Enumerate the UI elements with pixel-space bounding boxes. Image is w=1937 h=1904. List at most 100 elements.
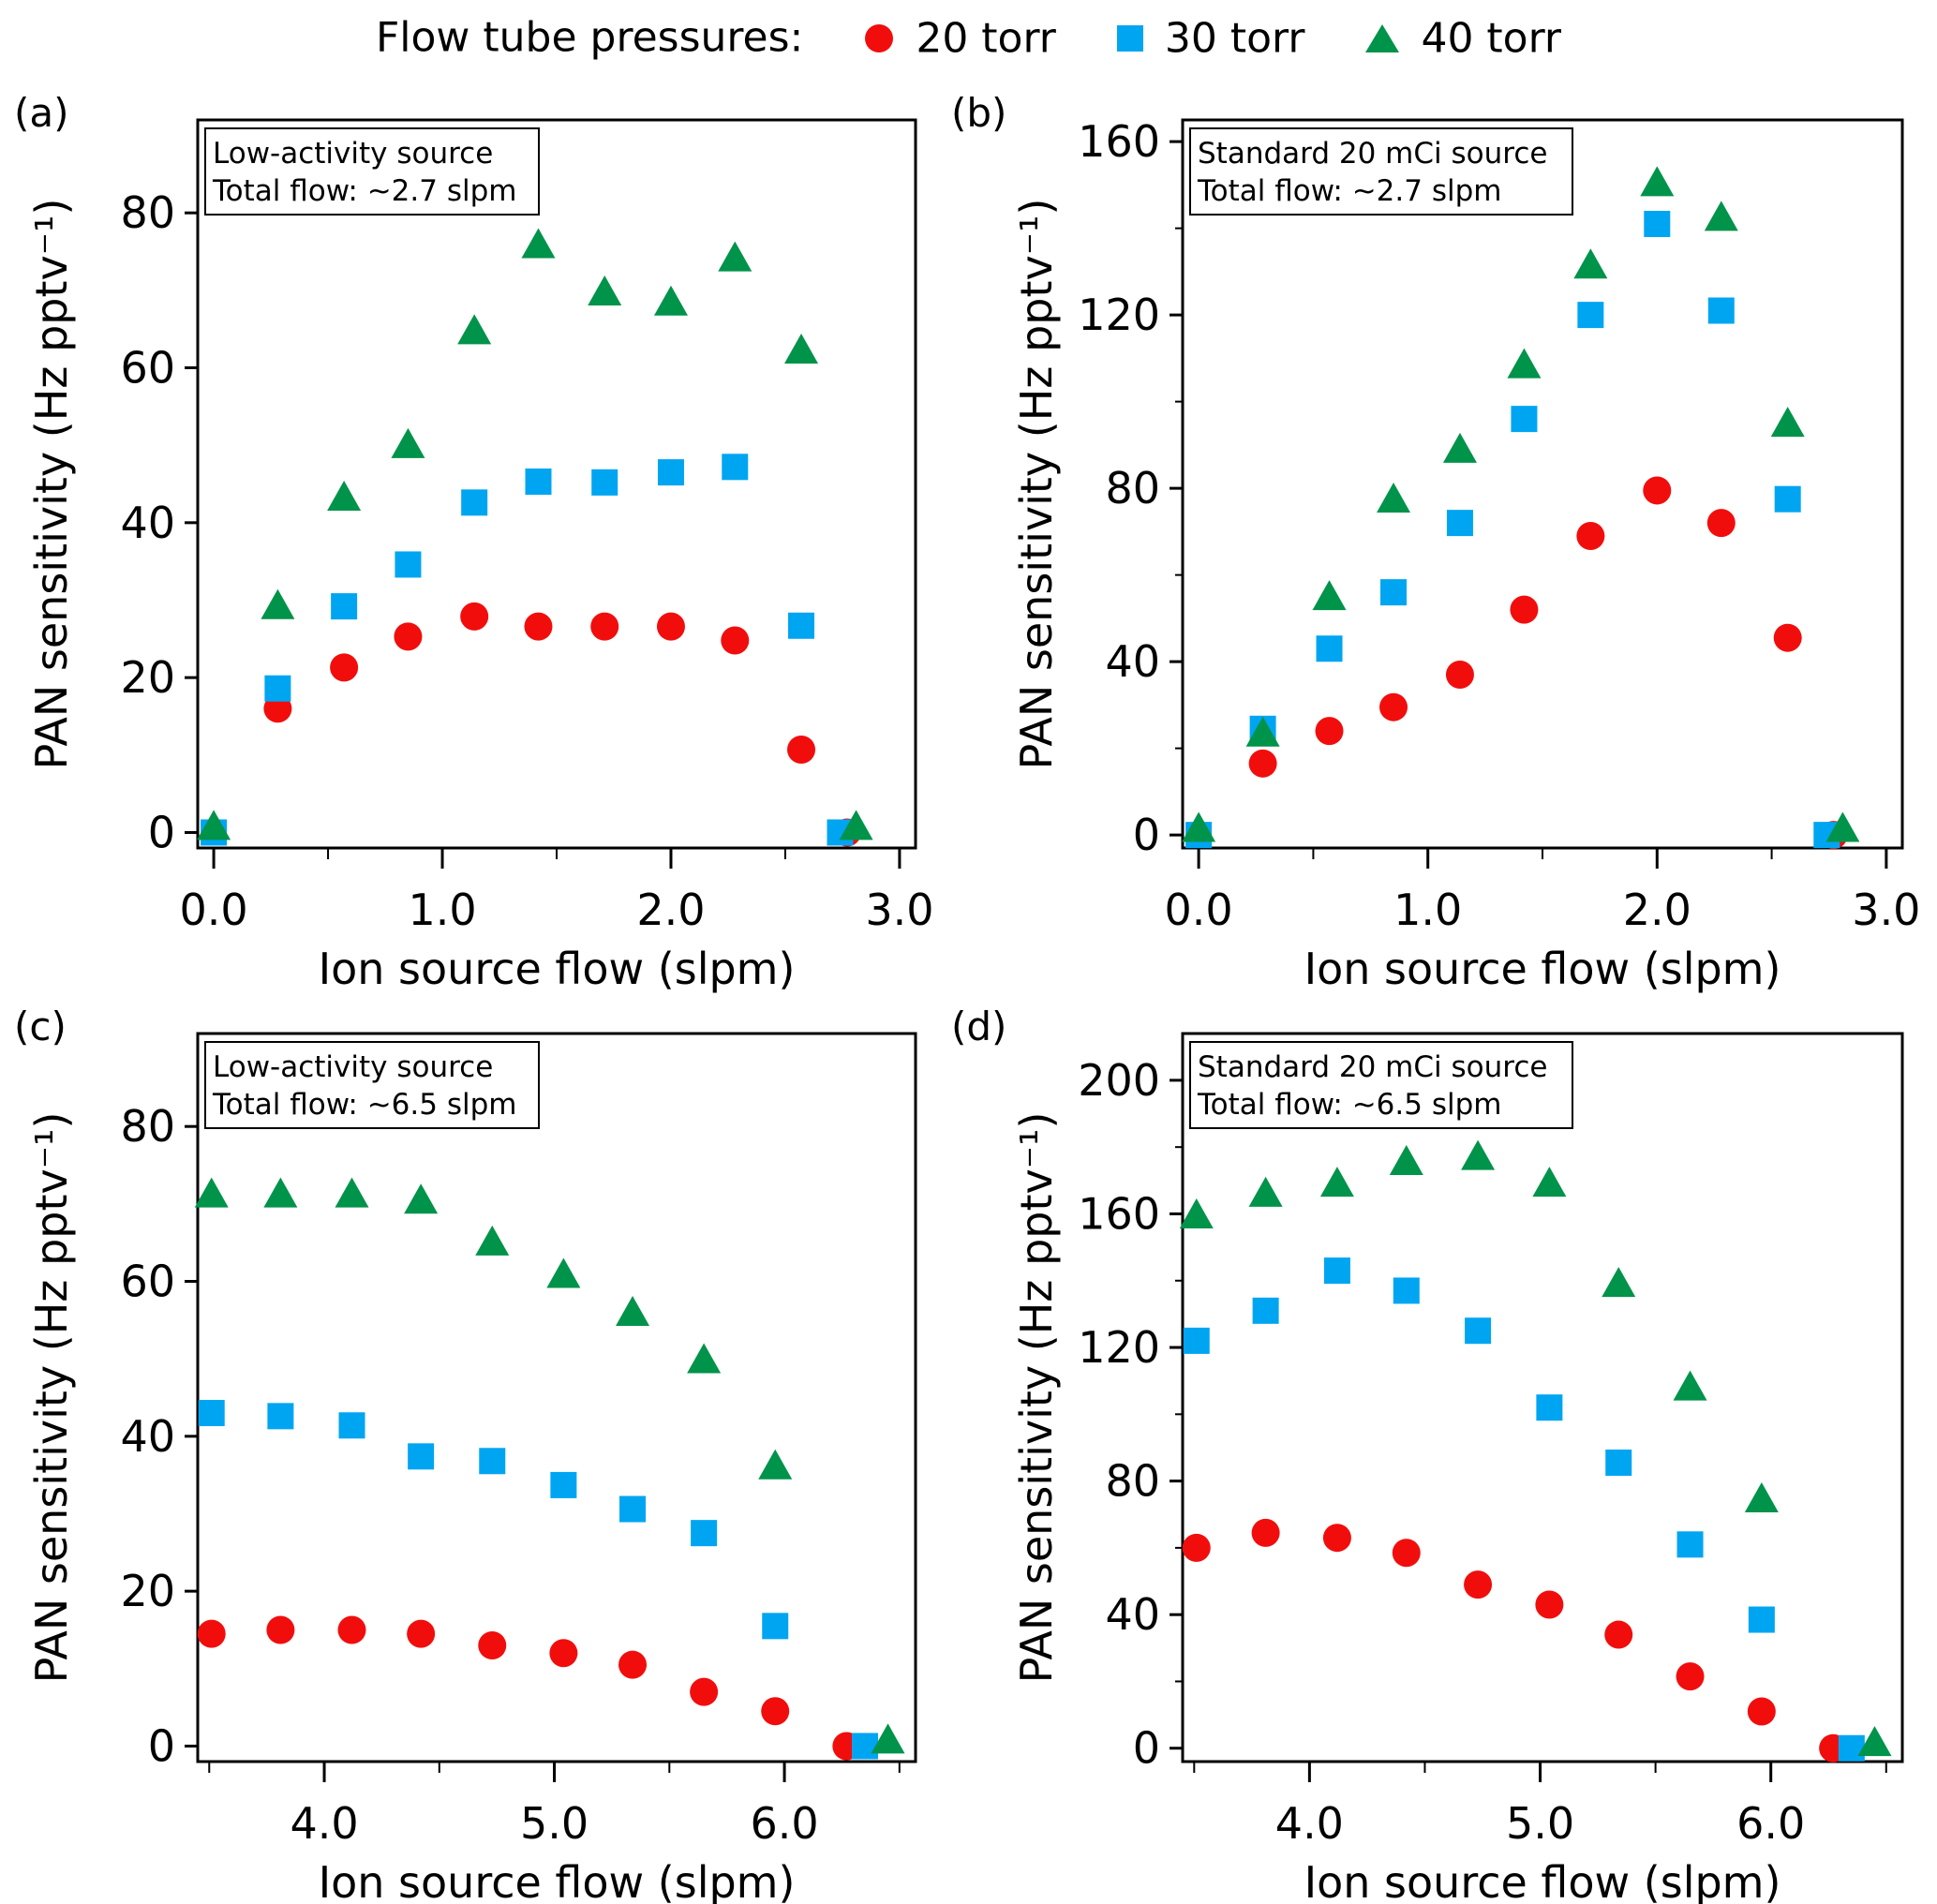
x-tick-label: 0.0 [179,885,247,935]
data-point-square [1605,1450,1632,1477]
series-40-torr [197,228,873,840]
data-point-square [1536,1394,1563,1421]
series-40-torr [1179,1139,1892,1757]
data-point-triangle [839,810,873,840]
annotation-text: Total flow: ~6.5 slpm [212,1088,516,1122]
x-tick-label: 1.0 [1393,885,1462,935]
series-30-torr [201,454,854,846]
x-tick-label: 3.0 [1852,885,1920,935]
legend-circle-marker [865,24,894,53]
data-point-triangle [1704,201,1738,231]
y-tick-label: 0 [1133,810,1160,860]
legend-square-marker [1116,25,1143,52]
y-tick-label: 0 [148,1720,175,1771]
data-point-triangle [1573,248,1608,279]
panel-label: (a) [14,90,69,136]
data-point-circle [690,1677,719,1706]
data-point-triangle [263,1177,298,1208]
y-tick-label: 120 [1078,290,1160,340]
data-point-triangle [1770,407,1805,438]
data-point-square [1511,406,1538,433]
data-point-triangle [475,1225,510,1256]
annotation-frame [1189,127,1573,216]
x-tick-label: 2.0 [1623,885,1691,935]
data-point-circle [1392,1539,1421,1568]
y-tick-label: 160 [1078,1188,1160,1239]
data-point-square [691,1520,718,1547]
data-point-triangle [1461,1139,1496,1170]
y-tick-label: 80 [120,1101,175,1152]
data-point-circle [656,612,685,641]
data-point-circle [1576,522,1605,550]
legend: Flow tube pressures: 20 torr 30 torr 40 … [0,11,1937,63]
y-tick-label: 20 [120,652,175,703]
data-point-triangle [588,275,622,305]
y-tick-label: 40 [120,1411,175,1462]
annotation-box: Standard 20 mCi source Total flow: ~6.5 s… [1189,1041,1573,1129]
annotation-text: Standard 20 mCi source [1198,1050,1547,1084]
data-point-square [1183,1327,1210,1354]
annotation-text: Standard 20 mCi source [1198,137,1547,171]
x-axis-label: Ion source flow (slpm) [319,944,796,994]
series-40-torr [1182,166,1860,842]
data-point-square [1446,510,1473,537]
data-point-triangle [687,1343,722,1374]
panel-c: (c) 0 20 40 60 80 4.0 5.0 6.0 Ion source flow (sl… [14,1004,917,1904]
y-tick-label: 40 [1105,636,1160,687]
data-point-circle [1676,1662,1705,1691]
series-30-torr [198,1400,878,1760]
series-40-torr [194,1177,905,1754]
annotation-text: Total flow: ~2.7 slpm [1197,174,1501,208]
x-tick-label: 4.0 [290,1798,358,1849]
data-point-square [1838,1734,1865,1762]
data-point-circle [1315,717,1344,746]
data-point-circle [394,622,423,651]
data-point-square [1393,1277,1420,1304]
data-point-square [550,1471,577,1498]
data-point-circle [618,1650,648,1679]
data-point-triangle [327,481,362,512]
data-point-triangle [335,1177,369,1208]
data-point-circle [524,612,553,641]
data-point-circle [1379,692,1408,721]
data-point-triangle [1377,483,1411,513]
data-point-circle [266,1615,295,1644]
data-point-square [461,489,488,516]
legend-label: 20 torr [916,14,1056,63]
x-axis-label: Ion source flow (slpm) [319,1857,796,1904]
data-point-square [1707,297,1735,324]
x-tick-label: 1.0 [408,885,476,935]
y-tick-label: 60 [120,1257,175,1307]
legend-entry-30-torr: 30 torr [1107,12,1319,63]
series-20-torr [197,1615,861,1761]
data-point-circle [197,1619,226,1648]
plot-frame [1181,118,1904,850]
data-point-triangle [391,427,425,458]
data-point-square [1676,1531,1704,1558]
annotation-box: Low-activity source Total flow: ~6.5 slpm [204,1041,540,1129]
data-point-triangle [1312,580,1347,611]
data-point-circle [590,612,619,641]
y-tick-label: 40 [120,498,175,548]
data-point-circle [478,1631,507,1660]
data-point-square [525,469,552,496]
data-point-triangle [1744,1481,1779,1512]
data-point-triangle [1602,1267,1636,1298]
panel-d: (d) 0 40 80 120 160 200 4.0 5.0 6.0 Ion source flo… [951,1004,1904,1904]
data-point-triangle [1673,1370,1707,1401]
panel-b: (b) 0 40 80 120 160 0.0 1.0 2.0 3.0 Ion source flo… [951,90,1920,994]
data-point-triangle [784,333,819,364]
legend-label: 40 torr [1421,14,1562,63]
y-axis-label: PAN sensitivity (Hz pptv⁻¹) [26,199,77,770]
data-point-circle [1464,1570,1493,1599]
data-point-triangle [653,285,688,316]
y-tick-label: 200 [1078,1055,1160,1106]
panel-label: (d) [951,1004,1006,1049]
data-point-square [408,1443,435,1470]
data-point-triangle [1532,1167,1567,1197]
data-point-square [619,1495,647,1523]
data-point-square [1465,1317,1492,1345]
data-point-square [851,1733,878,1760]
data-point-circle [460,602,489,631]
